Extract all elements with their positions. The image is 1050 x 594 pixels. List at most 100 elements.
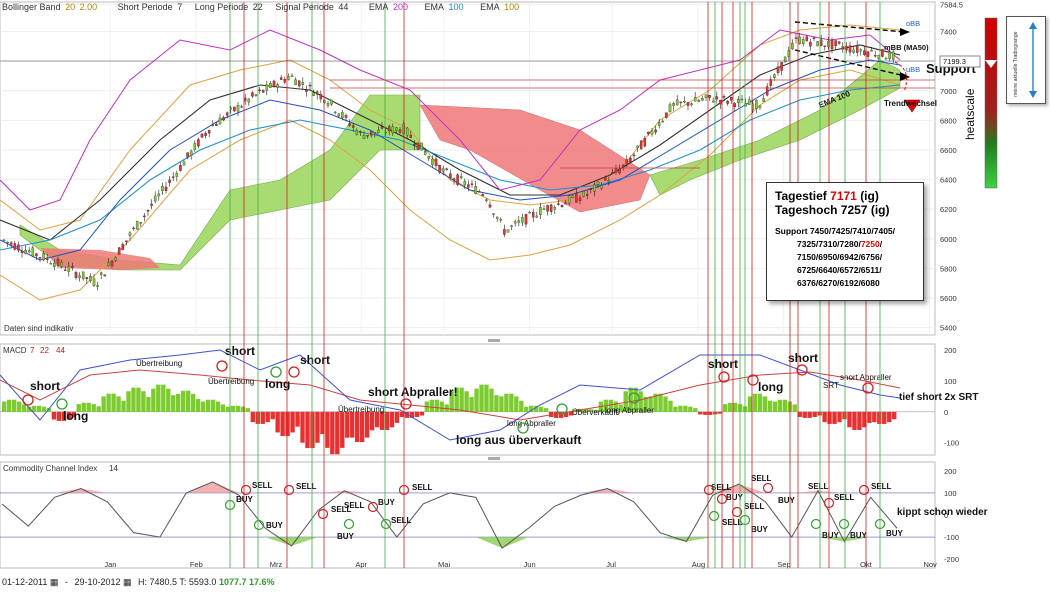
candle-body	[535, 215, 539, 218]
candle-body	[405, 127, 409, 136]
macd-signal-marker	[517, 422, 529, 434]
macd-bar	[111, 393, 116, 412]
disclaimer-text: Daten sind indikativ	[4, 324, 73, 333]
candle-body	[283, 78, 287, 83]
macd-bar	[698, 411, 703, 415]
cci-annotation: BUY	[778, 496, 796, 505]
splitter-handle[interactable]	[488, 457, 500, 460]
candle-body	[35, 253, 38, 257]
macd-bar	[195, 398, 201, 412]
cci-signal-marker	[317, 508, 329, 520]
candle-body	[589, 188, 593, 191]
candle-body	[553, 207, 557, 210]
macd-bar	[305, 411, 310, 449]
signal-period-label: Signal Periode	[275, 2, 334, 12]
macd-signal-marker	[718, 371, 730, 383]
macd-bar	[116, 396, 121, 412]
candle-body	[560, 204, 564, 207]
trend-line-lower	[794, 49, 906, 77]
candle-body	[891, 51, 895, 60]
macd-bar	[797, 411, 802, 417]
candle-body	[17, 244, 20, 251]
macd-bar	[409, 411, 415, 418]
cci-oversold-fill	[291, 537, 318, 546]
calendar-icon-end[interactable]: ▦	[123, 577, 132, 587]
tageshoch-line: Tageshoch 7257 (ig)	[775, 203, 890, 217]
candle-body	[233, 106, 236, 112]
candle-body	[672, 102, 675, 106]
candle-body	[276, 84, 279, 88]
candle-body	[542, 208, 546, 210]
macd-bar	[240, 406, 246, 412]
candle-body	[81, 271, 85, 280]
macd-bar	[325, 411, 330, 448]
candle-body	[107, 262, 110, 266]
candle-body	[639, 140, 643, 150]
candle-body	[629, 157, 632, 163]
macd-param: 44	[56, 346, 65, 355]
macd-signal-marker	[747, 374, 759, 386]
macd-bar	[553, 411, 559, 418]
candle-body	[603, 176, 607, 181]
candle-body	[380, 126, 384, 129]
candle-body	[445, 168, 449, 170]
candle-body	[92, 278, 96, 286]
splitter-handle[interactable]	[488, 339, 500, 342]
macd-bar	[757, 393, 763, 412]
macd-bar	[330, 411, 335, 455]
candle-body	[449, 173, 452, 178]
cci-overbought-fill	[818, 490, 845, 493]
candle-body	[852, 49, 855, 53]
candle-body	[762, 98, 765, 102]
candle-body	[783, 56, 787, 63]
ema3-label: EMA	[480, 2, 500, 12]
candle-body	[834, 40, 837, 47]
ema2-label: EMA	[424, 2, 445, 12]
cci-panel-frame	[0, 461, 936, 569]
macd-bar	[464, 391, 469, 412]
macd-bar	[205, 399, 211, 412]
cci-period: 14	[109, 464, 118, 473]
candle-body	[204, 133, 207, 136]
candle-body	[711, 100, 715, 103]
candle-body	[510, 225, 513, 227]
cci-signal-marker	[367, 501, 379, 513]
candle-body	[351, 125, 355, 128]
macd-bar	[762, 396, 768, 412]
candle-body	[74, 272, 78, 278]
candle-body	[179, 165, 182, 171]
candle-body	[240, 106, 243, 108]
calendar-icon-start[interactable]: ▦	[49, 577, 59, 587]
candle-body	[704, 94, 708, 98]
candle-body	[197, 139, 200, 147]
cci-signal-marker	[762, 482, 774, 494]
candle-body	[294, 79, 297, 86]
macd-bar	[529, 405, 534, 412]
cci-annotation: BUY	[266, 521, 284, 530]
candle-body	[258, 89, 261, 92]
macd-bar	[812, 411, 817, 417]
macd-annotation: long Abpraller	[605, 406, 654, 415]
candle-body	[693, 96, 697, 102]
price-tick-label: 7400	[940, 28, 957, 37]
candle-body	[373, 132, 377, 134]
macd-bar	[882, 411, 887, 424]
cci-annotation: SELL	[871, 482, 892, 491]
macd-bar	[364, 411, 370, 438]
candle-body	[254, 94, 258, 96]
candle-body	[513, 221, 517, 224]
candle-body	[744, 103, 747, 107]
candle-body	[330, 99, 333, 105]
end-date[interactable]: 29-10-2012	[74, 577, 121, 587]
candle-body	[773, 74, 776, 78]
macd-bar	[777, 399, 783, 412]
macd-bar	[295, 411, 300, 427]
candle-body	[175, 173, 179, 177]
macd-bar	[96, 406, 101, 412]
candle-body	[679, 101, 683, 104]
macd-bar	[335, 411, 340, 455]
macd-bar	[608, 399, 613, 412]
macd-bar	[230, 405, 236, 412]
macd-signal-marker	[556, 403, 568, 415]
start-date[interactable]: 01-12-2011	[2, 577, 48, 587]
